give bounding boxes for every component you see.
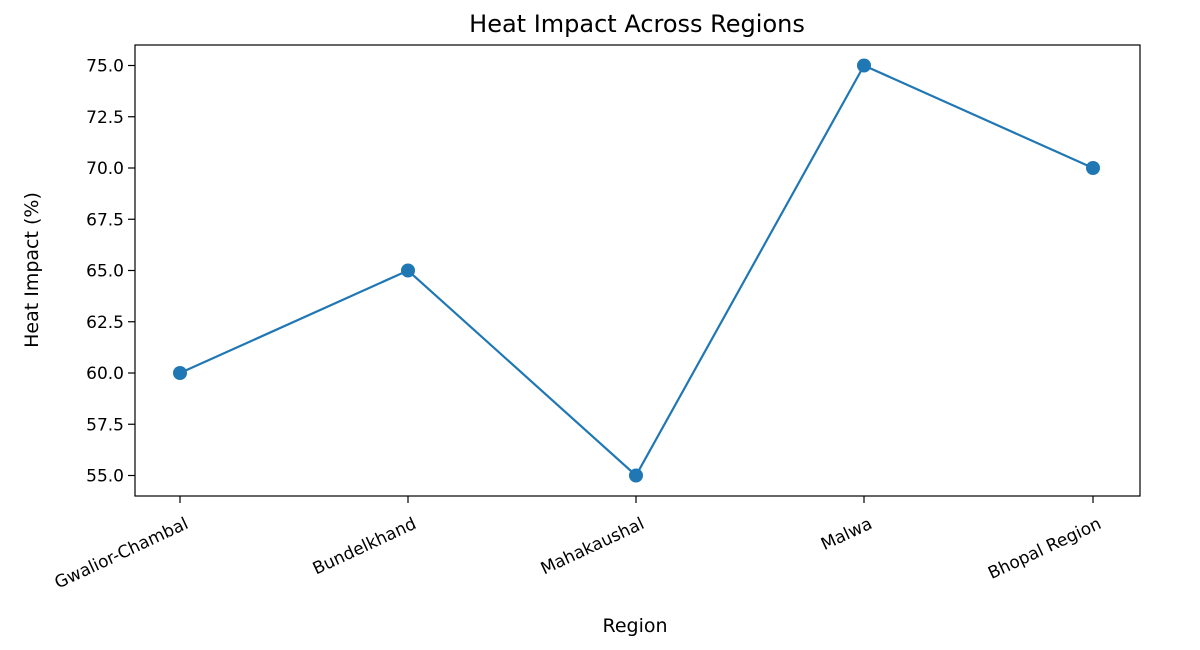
y-tick-label: 55.0 <box>86 467 124 487</box>
chart-title: Heat Impact Across Regions <box>469 10 805 38</box>
y-tick-label: 60.0 <box>86 364 124 384</box>
x-axis-label: Region <box>602 615 667 637</box>
y-tick-label: 72.5 <box>86 108 124 128</box>
y-axis-label: Heat Impact (%) <box>21 192 43 348</box>
data-point <box>629 468 643 483</box>
y-tick-label: 62.5 <box>86 313 124 333</box>
y-tick-label: 75.0 <box>86 57 124 77</box>
plot-area <box>173 58 1100 483</box>
y-tick-label: 57.5 <box>86 415 124 435</box>
data-point <box>1086 161 1100 175</box>
y-tick-label: 67.5 <box>86 210 124 230</box>
data-point <box>401 263 415 278</box>
data-point <box>173 366 187 380</box>
y-tick-label: 70.0 <box>86 159 124 179</box>
data-point <box>857 58 871 73</box>
y-tick-label: 65.0 <box>86 262 124 282</box>
